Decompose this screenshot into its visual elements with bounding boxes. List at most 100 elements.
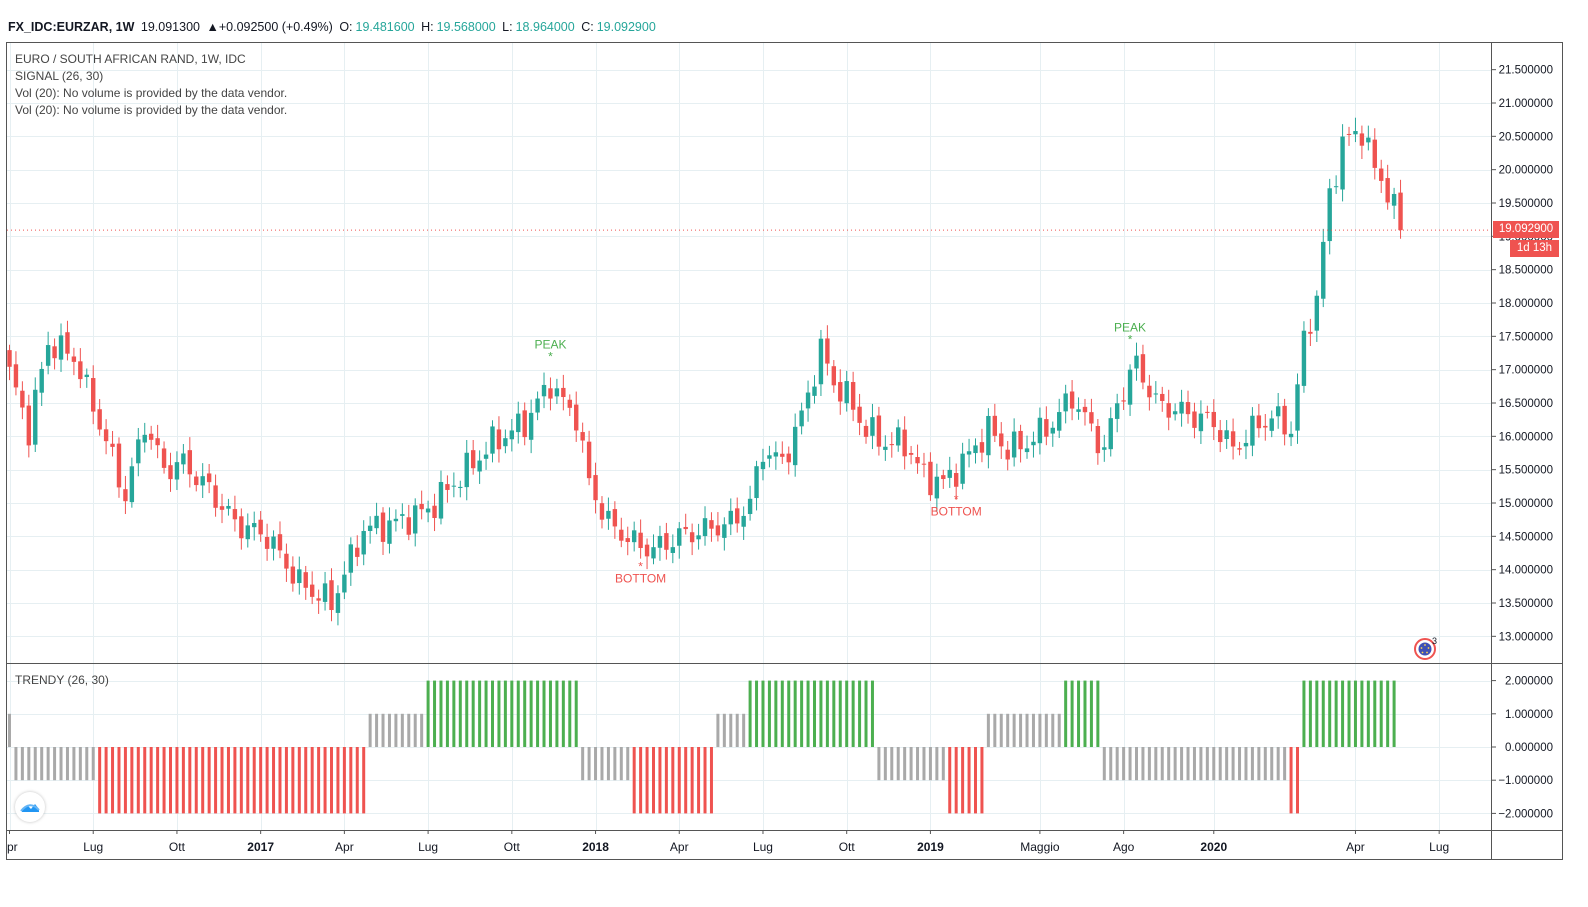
- trendy-bar[interactable]: [491, 680, 494, 747]
- trendy-bar[interactable]: [149, 747, 153, 814]
- trendy-bar[interactable]: [278, 747, 282, 814]
- candle-down[interactable]: [1121, 387, 1126, 411]
- trendy-bar[interactable]: [1057, 713, 1061, 747]
- trendy-bar[interactable]: [458, 680, 462, 747]
- trendy-bar[interactable]: [1225, 747, 1229, 781]
- trendy-bar[interactable]: [1244, 747, 1248, 781]
- trendy-bar[interactable]: [896, 747, 900, 781]
- candle-down[interactable]: [1230, 418, 1236, 460]
- candle-down[interactable]: [561, 374, 566, 411]
- candle-up[interactable]: [1102, 434, 1107, 462]
- candle-up[interactable]: [451, 472, 457, 498]
- candle-down[interactable]: [7, 344, 12, 381]
- trendy-bar[interactable]: [387, 713, 391, 747]
- trendy-bar[interactable]: [1025, 713, 1029, 747]
- candle-up[interactable]: [226, 498, 231, 516]
- candle-up[interactable]: [400, 503, 405, 529]
- candle-up[interactable]: [483, 441, 489, 470]
- candle-down[interactable]: [1147, 374, 1152, 411]
- trendy-bar[interactable]: [1386, 680, 1390, 747]
- trendy-bar[interactable]: [594, 747, 598, 781]
- trendy-bar[interactable]: [658, 747, 662, 814]
- trendy-bar[interactable]: [53, 747, 57, 781]
- trendy-bar[interactable]: [445, 680, 449, 747]
- candle-down[interactable]: [1205, 405, 1210, 419]
- candle-up[interactable]: [741, 506, 746, 540]
- candle-up[interactable]: [528, 399, 534, 454]
- candle-up[interactable]: [477, 450, 482, 484]
- candle-up[interactable]: [297, 556, 302, 595]
- trendy-bar[interactable]: [1392, 680, 1396, 747]
- candle-down[interactable]: [419, 490, 424, 520]
- candle-down[interactable]: [187, 437, 193, 488]
- trendy-bar[interactable]: [961, 747, 965, 814]
- trendy-bar[interactable]: [265, 747, 269, 814]
- volume-legend-1[interactable]: Vol (20): No volume is provided by the d…: [15, 86, 288, 100]
- trendy-bar[interactable]: [523, 680, 527, 747]
- trendy-bar[interactable]: [1263, 747, 1267, 781]
- candle-up[interactable]: [516, 401, 521, 444]
- trendy-bar[interactable]: [600, 747, 604, 781]
- trendy-bar[interactable]: [709, 747, 713, 814]
- candle-up[interactable]: [812, 375, 817, 404]
- candle-down[interactable]: [586, 430, 592, 486]
- candle-up[interactable]: [541, 372, 547, 409]
- trendy-axis[interactable]: 2.000000 1.000000 0.000000 −1.000000 −2.0000…: [1491, 676, 1553, 821]
- trendy-bar[interactable]: [400, 713, 404, 747]
- trendy-bar[interactable]: [536, 680, 540, 747]
- candle-down[interactable]: [580, 422, 585, 453]
- candle-down[interactable]: [921, 452, 927, 478]
- trendy-bar[interactable]: [452, 680, 456, 747]
- candle-up[interactable]: [45, 331, 51, 375]
- trendy-bar[interactable]: [91, 747, 95, 781]
- candle-up[interactable]: [670, 534, 676, 564]
- trendy-bar[interactable]: [439, 680, 443, 747]
- candle-up[interactable]: [1037, 407, 1043, 455]
- candle-up[interactable]: [960, 442, 965, 490]
- candle-up[interactable]: [1108, 407, 1113, 457]
- candle-up[interactable]: [503, 429, 508, 454]
- trendy-bar[interactable]: [626, 747, 630, 781]
- candle-down[interactable]: [155, 424, 160, 459]
- candle-up[interactable]: [651, 534, 656, 565]
- trendy-bar[interactable]: [652, 747, 655, 814]
- trendy-bar[interactable]: [1199, 747, 1203, 781]
- candle-down[interactable]: [406, 504, 411, 541]
- trendy-bar[interactable]: [342, 747, 346, 814]
- candle-up[interactable]: [1031, 431, 1036, 458]
- candle-down[interactable]: [1160, 386, 1165, 412]
- candle-up[interactable]: [986, 408, 991, 469]
- candle-down[interactable]: [432, 493, 437, 532]
- trendy-bar[interactable]: [355, 747, 359, 814]
- trendy-bar[interactable]: [169, 747, 172, 814]
- candle-up[interactable]: [934, 463, 940, 512]
- trendy-bar[interactable]: [117, 747, 121, 814]
- candle-up[interactable]: [342, 561, 347, 600]
- trendy-bar[interactable]: [832, 680, 836, 747]
- candle-down[interactable]: [239, 508, 244, 550]
- trendy-bar[interactable]: [967, 747, 971, 814]
- candle-up[interactable]: [252, 511, 257, 541]
- candle-down[interactable]: [522, 402, 527, 446]
- candle-down[interactable]: [889, 432, 894, 458]
- candle-up[interactable]: [200, 463, 205, 498]
- candle-down[interactable]: [863, 419, 869, 444]
- trendy-bar[interactable]: [465, 680, 469, 747]
- trendy-bar[interactable]: [323, 747, 327, 814]
- trendy-bar[interactable]: [671, 747, 675, 814]
- signal-legend[interactable]: SIGNAL (26, 30): [15, 69, 104, 83]
- candle-down[interactable]: [71, 347, 77, 376]
- trendy-bar[interactable]: [252, 747, 256, 814]
- candle-down[interactable]: [78, 348, 83, 389]
- trendy-bar[interactable]: [1006, 713, 1010, 747]
- candle-down[interactable]: [619, 517, 624, 548]
- trendy-bar[interactable]: [1334, 680, 1338, 747]
- trendy-bar[interactable]: [613, 747, 617, 781]
- candle-up[interactable]: [1243, 429, 1249, 460]
- trendy-bar[interactable]: [98, 747, 102, 814]
- trendy-bar[interactable]: [748, 680, 752, 747]
- candle-down[interactable]: [1398, 179, 1403, 239]
- candle-series[interactable]: [7, 117, 1491, 626]
- candle-up[interactable]: [425, 500, 431, 523]
- trendy-bar[interactable]: [774, 680, 778, 747]
